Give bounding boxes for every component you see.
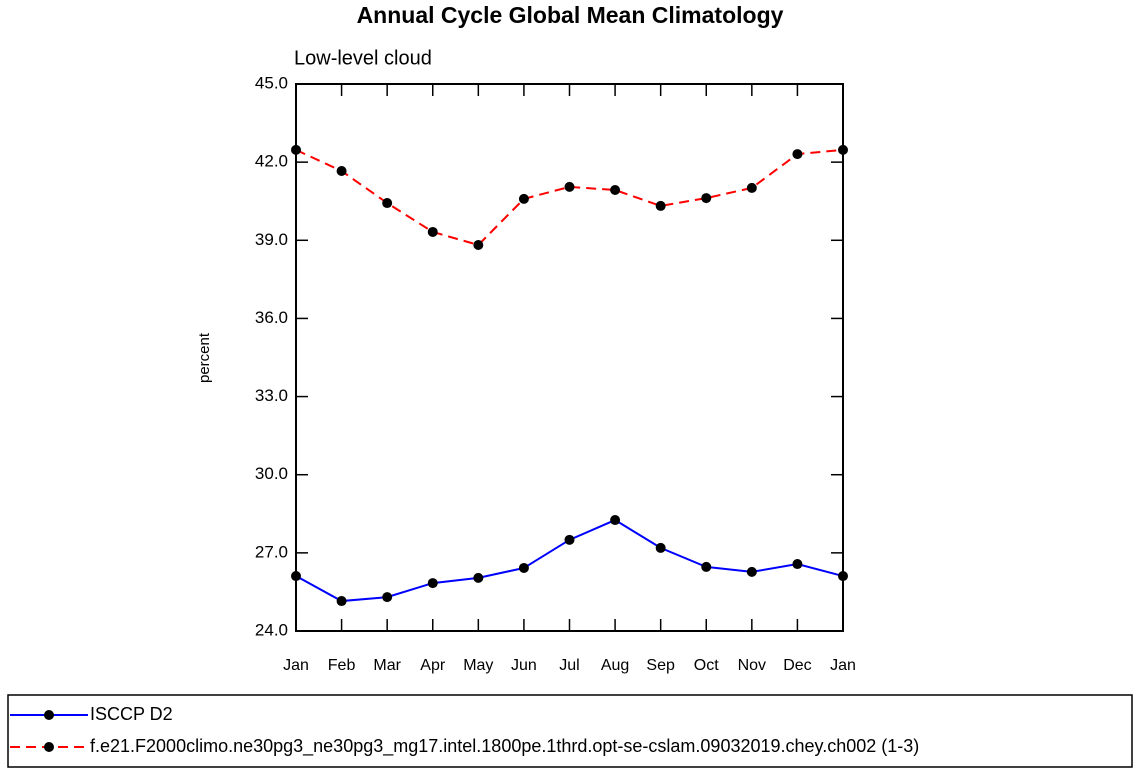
legend-label: f.e21.F2000climo.ne30pg3_ne30pg3_mg17.in… xyxy=(90,736,919,757)
data-point xyxy=(518,193,529,204)
data-point xyxy=(291,144,301,155)
y-tick-label: 36.0 xyxy=(255,308,288,327)
data-point xyxy=(746,566,757,577)
series-line xyxy=(295,148,844,247)
data-point xyxy=(792,149,803,160)
x-tick-label: Oct xyxy=(694,657,719,674)
x-tick-label: Aug xyxy=(601,657,629,674)
data-point xyxy=(610,515,621,526)
data-point xyxy=(838,144,848,155)
data-point xyxy=(655,200,666,211)
y-tick-label: 24.0 xyxy=(255,620,288,639)
x-tick-label: Jul xyxy=(559,657,579,674)
legend-label: ISCCP D2 xyxy=(90,704,173,724)
data-point xyxy=(473,572,484,583)
x-tick-label: Jan xyxy=(830,657,856,674)
data-point xyxy=(746,182,757,193)
data-point xyxy=(336,596,347,607)
x-tick-label: Jan xyxy=(283,657,309,674)
data-point xyxy=(838,571,848,582)
data-point xyxy=(382,592,393,603)
data-point xyxy=(427,226,438,237)
x-tick-label: Mar xyxy=(373,657,401,674)
x-tick-label: Apr xyxy=(420,657,446,674)
y-tick-label: 39.0 xyxy=(255,230,288,249)
data-point xyxy=(564,181,575,192)
legend-marker xyxy=(44,742,54,752)
data-point xyxy=(473,239,484,250)
data-point xyxy=(518,562,529,573)
y-tick-label: 27.0 xyxy=(255,542,288,561)
x-tick-label: Nov xyxy=(738,657,766,674)
plot-frame xyxy=(295,83,844,632)
y-tick-label: 30.0 xyxy=(255,464,288,483)
x-tick-label: Jun xyxy=(511,657,537,674)
x-tick-label: Sep xyxy=(646,657,675,674)
data-point xyxy=(427,578,438,589)
legend-box xyxy=(7,694,1133,768)
data-point xyxy=(336,165,347,176)
data-point xyxy=(564,534,575,545)
series-line xyxy=(295,518,844,603)
data-point xyxy=(792,559,803,570)
y-tick-label: 33.0 xyxy=(255,386,288,405)
data-point xyxy=(291,571,301,582)
chart-subtitle: Low-level cloud xyxy=(294,47,432,69)
x-tick-label: Feb xyxy=(328,657,356,674)
y-tick-label: 42.0 xyxy=(255,152,288,171)
data-point xyxy=(610,185,621,196)
data-point xyxy=(655,542,666,553)
data-point xyxy=(701,193,712,204)
legend-marker xyxy=(44,710,54,720)
data-point xyxy=(382,198,393,209)
data-point xyxy=(701,561,712,572)
y-axis-label: percent xyxy=(196,332,213,383)
x-tick-label: May xyxy=(463,657,493,674)
y-tick-label: 45.0 xyxy=(255,73,288,92)
chart-title: Annual Cycle Global Mean Climatology xyxy=(357,2,784,28)
x-tick-label: Dec xyxy=(783,657,811,674)
